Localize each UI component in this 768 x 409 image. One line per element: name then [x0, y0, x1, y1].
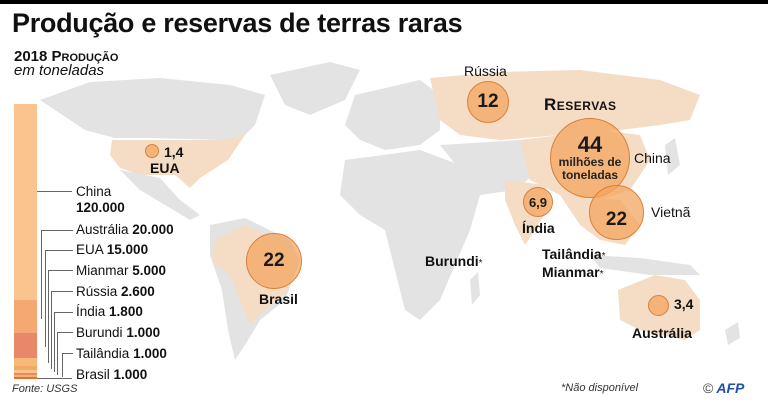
production-label: Produção: [51, 48, 119, 65]
reserve-bubble-india: 6,9: [523, 187, 553, 217]
footnote-not-available: *Não disponível: [561, 382, 639, 394]
leader-line-brazil: [37, 378, 72, 379]
reserves-heading: Reservas: [544, 95, 617, 114]
production-label-china: China 120.000: [76, 184, 125, 215]
canada-shape: [40, 78, 265, 140]
bar-segment-usa: [14, 333, 37, 358]
europe-shape: [345, 80, 440, 150]
production-label-india: Índia 1.800: [76, 304, 143, 319]
source-note: Fonte: USGS: [12, 383, 78, 395]
mexico-shape: [120, 170, 200, 220]
bar-segment-china: [14, 104, 37, 300]
bar-segment-india: [14, 370, 37, 373]
reserve-value-usa: 1,4: [164, 144, 184, 160]
production-label-myanmar: Mianmar 5.000: [76, 263, 167, 278]
page-title: Produção e reservas de terras raras: [12, 8, 463, 38]
reserve-bubble-usa: [145, 144, 159, 158]
madagascar-shape: [470, 272, 480, 305]
production-label-thailand: Tailândia 1.000: [76, 346, 167, 361]
bar-segment-myanmar: [14, 358, 37, 366]
reserve-label-brazil: Brasil: [259, 291, 298, 307]
reserve-label-china: China: [634, 150, 671, 166]
reserve-label-australia: Austrália: [632, 325, 692, 341]
reserve-label-usa: EUA: [150, 160, 180, 176]
na-label-thailand: Tailândia*: [542, 246, 606, 262]
reserve-bubble-australia: [648, 295, 669, 316]
afp-credit: © AFP: [703, 380, 747, 396]
new-zealand-shape: [725, 322, 740, 345]
production-unit: em toneladas: [14, 62, 105, 79]
greenland-shape: [270, 62, 360, 115]
bar-segment-brazil: [14, 377, 37, 379]
japan-shape: [665, 138, 680, 175]
reserve-bubble-vietnam: 22: [589, 185, 644, 240]
reserve-label-russia: Rússia: [464, 63, 507, 79]
leader-line-thailand: [62, 353, 73, 377]
production-label-australia: Austrália 20.000: [76, 222, 174, 237]
bar-segment-thailand: [14, 375, 37, 377]
copyright-icon: ©: [703, 380, 714, 396]
bar-segment-russia: [14, 366, 37, 370]
production-label-brazil: Brasil 1.000: [76, 367, 148, 382]
bar-segment-burundi: [14, 373, 37, 375]
leader-line-burundi: [57, 332, 73, 375]
bar-segment-australia: [14, 300, 37, 333]
top-rule: [0, 0, 768, 4]
leader-line-myanmar: [48, 270, 73, 363]
na-label-burundi: Burundi*: [425, 253, 483, 269]
production-heading: 2018 Produção: [14, 48, 118, 65]
reserve-bubble-brazil: 22: [246, 233, 302, 289]
reserve-bubble-china: 44 milhões de toneladas: [550, 118, 630, 198]
afp-logo: AFP: [716, 380, 745, 396]
reserve-label-india: Índia: [522, 220, 555, 236]
leader-line-india: [54, 312, 73, 372]
production-label-burundi: Burundi 1.000: [76, 325, 161, 340]
leader-line-australia: [41, 230, 73, 319]
africa-shape: [340, 150, 480, 320]
na-label-myanmar: Mianmar*: [542, 264, 604, 280]
production-label-russia: Rússia 2.600: [76, 284, 155, 299]
indonesia-shape: [590, 255, 700, 275]
reserve-bubble-russia: 12: [467, 81, 509, 123]
reserve-value-australia: 3,4: [674, 296, 694, 312]
production-label-usa: EUA 15.000: [76, 242, 149, 257]
leader-line-usa: [45, 250, 73, 347]
production-year: 2018: [14, 48, 48, 65]
leader-line-russia: [51, 291, 73, 369]
reserve-label-vietnam: Vietnã: [651, 204, 691, 220]
leader-line-china: [37, 191, 72, 192]
